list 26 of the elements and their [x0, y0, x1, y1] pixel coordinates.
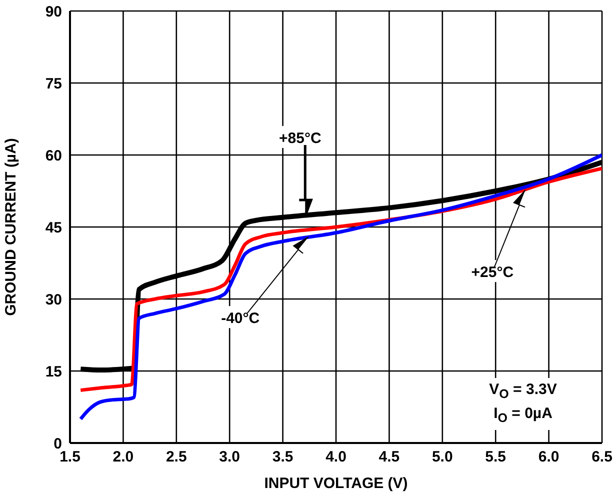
y-tick-label: 45 — [45, 219, 62, 236]
annotation: +25°C — [471, 264, 514, 282]
x-tick-label: 6.0 — [538, 448, 560, 466]
y-tick-label: 60 — [45, 147, 62, 164]
y-tick-label: 90 — [45, 3, 62, 20]
x-tick-label: 5.5 — [485, 448, 506, 466]
x-tick-label: 1.5 — [60, 448, 80, 466]
x-tick-label: 3.5 — [272, 448, 294, 466]
y-axis-title: GROUND CURRENT (µA) — [2, 138, 20, 316]
x-tick-label: 2.0 — [112, 448, 134, 466]
y-tick-label: 0 — [54, 435, 62, 452]
annotation: V$_{O}$ = 3.3V — [488, 380, 558, 403]
y-tick-label: 15 — [45, 363, 62, 380]
line-series — [78, 153, 602, 421]
x-tick-label: 3.0 — [219, 448, 240, 466]
annotation: I$_{O}$ = 0µA — [492, 404, 554, 427]
x-tick-label: 4.5 — [378, 448, 400, 466]
y-tick-label: 75 — [45, 75, 62, 92]
x-tick-label: 2.5 — [166, 448, 187, 466]
annotation: +85°C — [279, 130, 322, 147]
y-tick-label: 30 — [45, 291, 62, 308]
annotation: -40°C — [221, 310, 260, 328]
x-tick-label: 5.0 — [432, 448, 453, 466]
x-tick-label: 6.5 — [592, 448, 612, 466]
x-tick-label: 4.0 — [326, 448, 346, 466]
x-axis-title: INPUT VOLTAGE (V) — [264, 475, 408, 492]
